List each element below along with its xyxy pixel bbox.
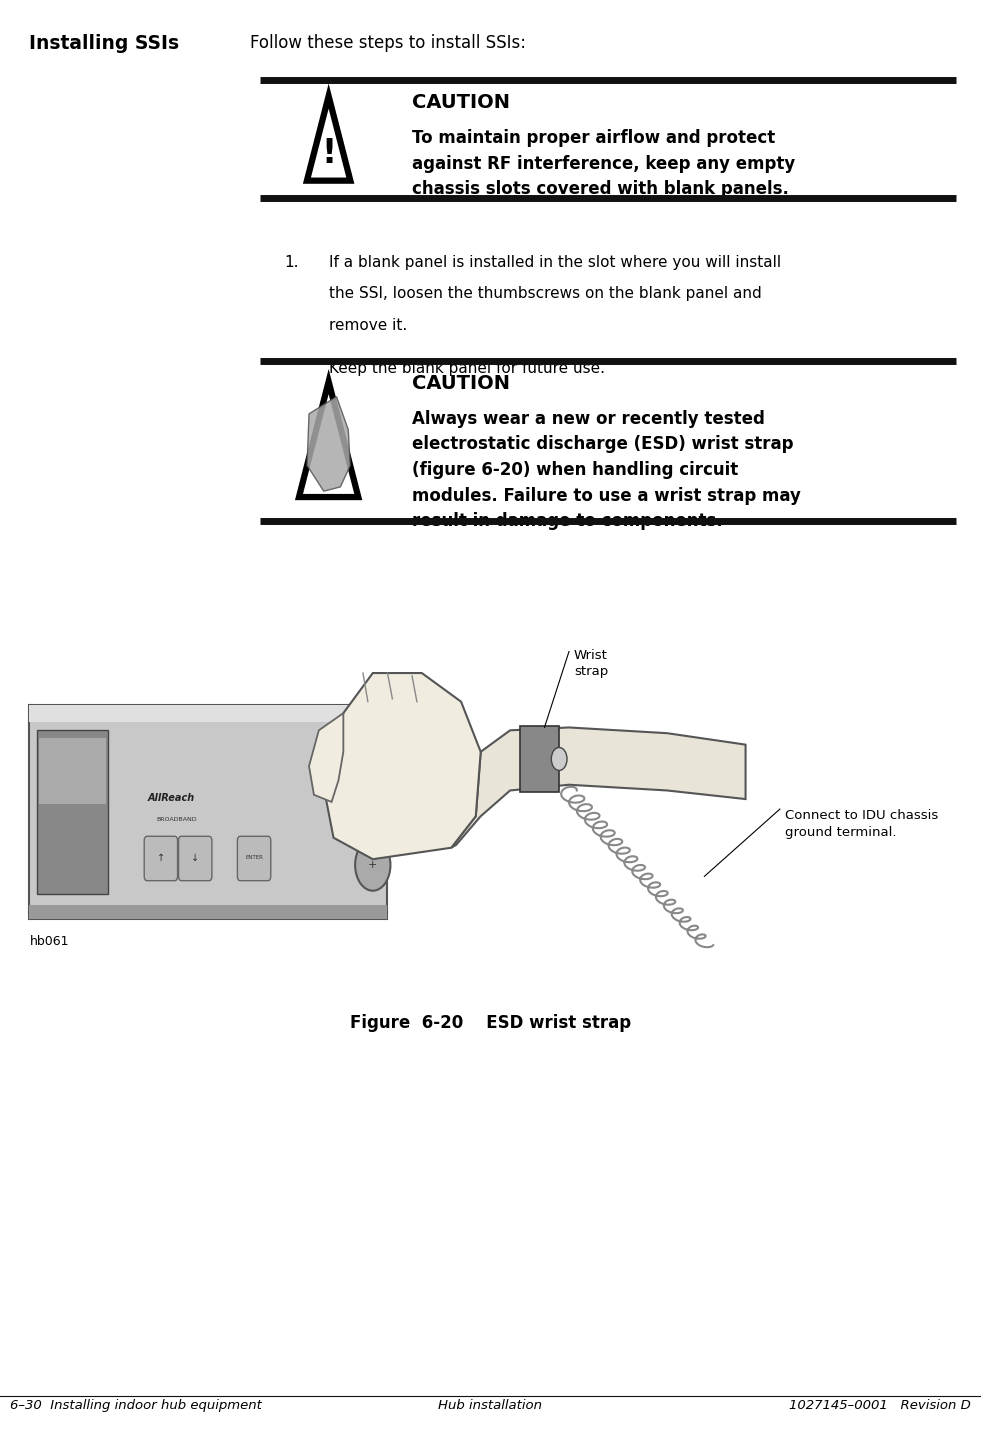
FancyBboxPatch shape: [144, 836, 178, 881]
Text: If a blank panel is installed in the slot where you will install: If a blank panel is installed in the slo…: [329, 255, 781, 269]
Text: !: !: [321, 136, 336, 170]
Text: AllReach: AllReach: [148, 793, 195, 802]
Text: To maintain proper airflow and protect
against RF interference, keep any empty
c: To maintain proper airflow and protect a…: [412, 129, 796, 198]
Text: ↑: ↑: [157, 853, 165, 862]
Text: Figure  6-20    ESD wrist strap: Figure 6-20 ESD wrist strap: [350, 1014, 631, 1032]
Text: CAUTION: CAUTION: [412, 374, 510, 392]
Bar: [39, 739, 106, 803]
FancyBboxPatch shape: [29, 705, 387, 919]
Text: Keep the blank panel for future use.: Keep the blank panel for future use.: [329, 361, 604, 375]
Text: the SSI, loosen the thumbscrews on the blank panel and: the SSI, loosen the thumbscrews on the b…: [329, 286, 761, 301]
Text: +: +: [368, 861, 378, 869]
Circle shape: [355, 839, 390, 891]
Polygon shape: [451, 727, 746, 848]
Polygon shape: [309, 713, 343, 802]
Bar: [29, 705, 387, 722]
Text: remove it.: remove it.: [329, 318, 407, 332]
Text: 6–30  Installing indoor hub equipment: 6–30 Installing indoor hub equipment: [10, 1399, 262, 1412]
Bar: [29, 905, 387, 919]
FancyBboxPatch shape: [179, 836, 212, 881]
Text: CAUTION: CAUTION: [412, 93, 510, 112]
Text: Installing SSIs: Installing SSIs: [29, 34, 180, 53]
Text: ↓: ↓: [191, 853, 199, 862]
Polygon shape: [324, 673, 481, 859]
Text: Wrist
strap: Wrist strap: [574, 649, 608, 677]
Text: BROADBAND: BROADBAND: [156, 816, 197, 822]
Bar: [37, 730, 108, 894]
Text: 1027145–0001   Revision D: 1027145–0001 Revision D: [790, 1399, 971, 1412]
Text: ENTER: ENTER: [245, 855, 263, 861]
Text: Always wear a new or recently tested
electrostatic discharge (ESD) wrist strap
(: Always wear a new or recently tested ele…: [412, 410, 800, 530]
Polygon shape: [307, 397, 350, 491]
Text: Hub installation: Hub installation: [439, 1399, 542, 1412]
Polygon shape: [520, 726, 559, 792]
Text: Follow these steps to install SSIs:: Follow these steps to install SSIs:: [250, 34, 526, 53]
Text: 1.: 1.: [284, 255, 299, 269]
Circle shape: [551, 748, 567, 770]
FancyBboxPatch shape: [237, 836, 271, 881]
Text: Connect to IDU chassis
ground terminal.: Connect to IDU chassis ground terminal.: [785, 809, 938, 839]
Text: hb061: hb061: [29, 935, 69, 948]
